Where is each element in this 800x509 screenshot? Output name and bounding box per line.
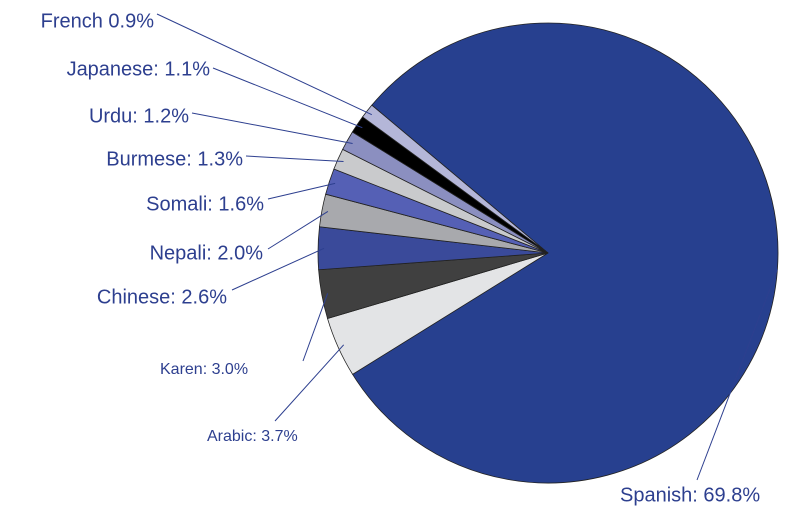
slice-label: Chinese: 2.6% bbox=[97, 286, 227, 308]
slice-label: Spanish: 69.8% bbox=[620, 484, 760, 506]
leader-line bbox=[231, 247, 325, 291]
slice-label: Karen: 3.0% bbox=[160, 361, 248, 378]
leader-line bbox=[212, 67, 363, 129]
leader-line bbox=[267, 211, 329, 250]
pie-slice bbox=[362, 104, 549, 254]
slice-label: Japanese: 1.1% bbox=[67, 58, 211, 80]
leader-line bbox=[274, 344, 345, 422]
slice-label: Somali: 1.6% bbox=[146, 193, 264, 215]
leader-line bbox=[245, 155, 344, 163]
leader-line bbox=[302, 293, 329, 362]
slice-label: Arabic: 3.7% bbox=[207, 428, 298, 445]
slice-label: Urdu: 1.2% bbox=[89, 105, 189, 127]
leader-line bbox=[191, 112, 353, 144]
slice-label: Nepali: 2.0% bbox=[150, 242, 264, 264]
slice-label: Burmese: 1.3% bbox=[106, 148, 243, 170]
leader-line bbox=[156, 13, 373, 116]
slice-label: French 0.9% bbox=[41, 10, 155, 32]
leader-line bbox=[696, 269, 778, 481]
leader-line bbox=[267, 182, 336, 200]
